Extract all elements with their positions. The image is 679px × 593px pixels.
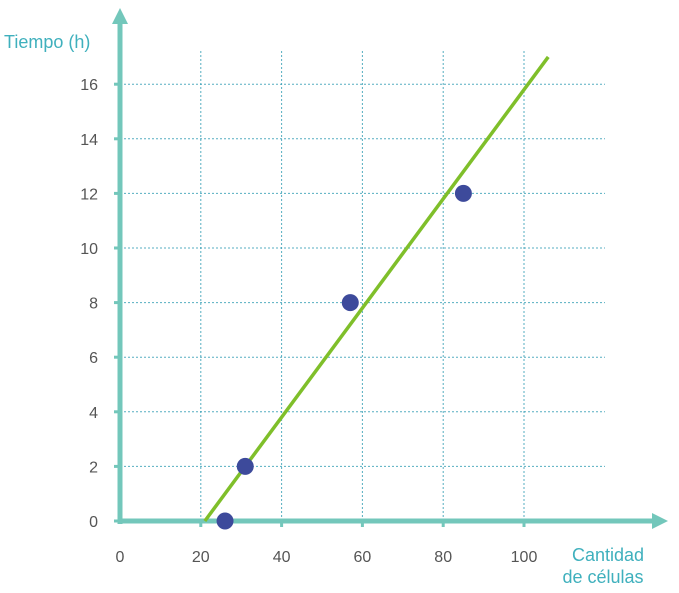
y-tick-label-6: 6 [89, 350, 98, 367]
y-tick-label-4: 4 [89, 405, 98, 422]
y-tick-label-2: 2 [89, 459, 98, 476]
x-tick-label-40: 40 [273, 549, 291, 566]
x-axis-arrow-icon [652, 513, 668, 529]
x-axis-label-line2: de células [562, 567, 643, 587]
y-tick-label-16: 16 [80, 77, 98, 94]
tick-labels: 0 2 4 6 8 10 12 14 16 0 20 40 60 80 100 [80, 77, 537, 566]
x-tick-label-100: 100 [511, 549, 538, 566]
x-tick-label-80: 80 [434, 549, 452, 566]
y-tick-label-12: 12 [80, 186, 98, 203]
data-marks [203, 55, 550, 530]
trend-line [203, 55, 550, 523]
data-point-2 [236, 457, 254, 475]
x-axis-label-line1: Cantidad [572, 545, 644, 565]
data-point-3 [341, 294, 359, 312]
data-point-1 [216, 512, 234, 530]
x-tick-label-20: 20 [192, 549, 210, 566]
y-tick-label-14: 14 [80, 132, 98, 149]
x-tick-label-0: 0 [116, 549, 125, 566]
y-tick-label-0: 0 [89, 514, 98, 531]
y-tick-label-10: 10 [80, 241, 98, 258]
grid-lines [120, 50, 605, 521]
x-tick-label-60: 60 [354, 549, 372, 566]
y-tick-label-8: 8 [89, 296, 98, 313]
y-axis-label: Tiempo (h) [4, 32, 90, 52]
y-axis-arrow-icon [112, 8, 128, 24]
data-point-4 [454, 184, 472, 202]
axes [112, 8, 668, 529]
